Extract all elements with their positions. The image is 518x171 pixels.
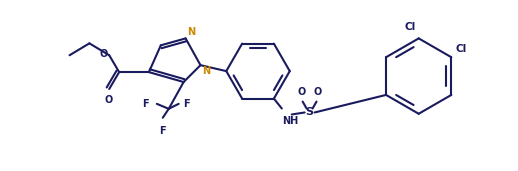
- Text: N: N: [188, 27, 196, 37]
- Text: NH: NH: [282, 116, 298, 127]
- Text: S: S: [306, 108, 313, 117]
- Text: F: F: [142, 99, 149, 109]
- Text: O: O: [313, 87, 322, 97]
- Text: Cl: Cl: [405, 22, 416, 32]
- Text: F: F: [160, 126, 166, 136]
- Text: F: F: [183, 99, 189, 109]
- Text: O: O: [100, 49, 108, 59]
- Text: N: N: [203, 66, 211, 76]
- Text: O: O: [104, 95, 112, 105]
- Text: O: O: [297, 87, 306, 97]
- Text: Cl: Cl: [455, 44, 467, 54]
